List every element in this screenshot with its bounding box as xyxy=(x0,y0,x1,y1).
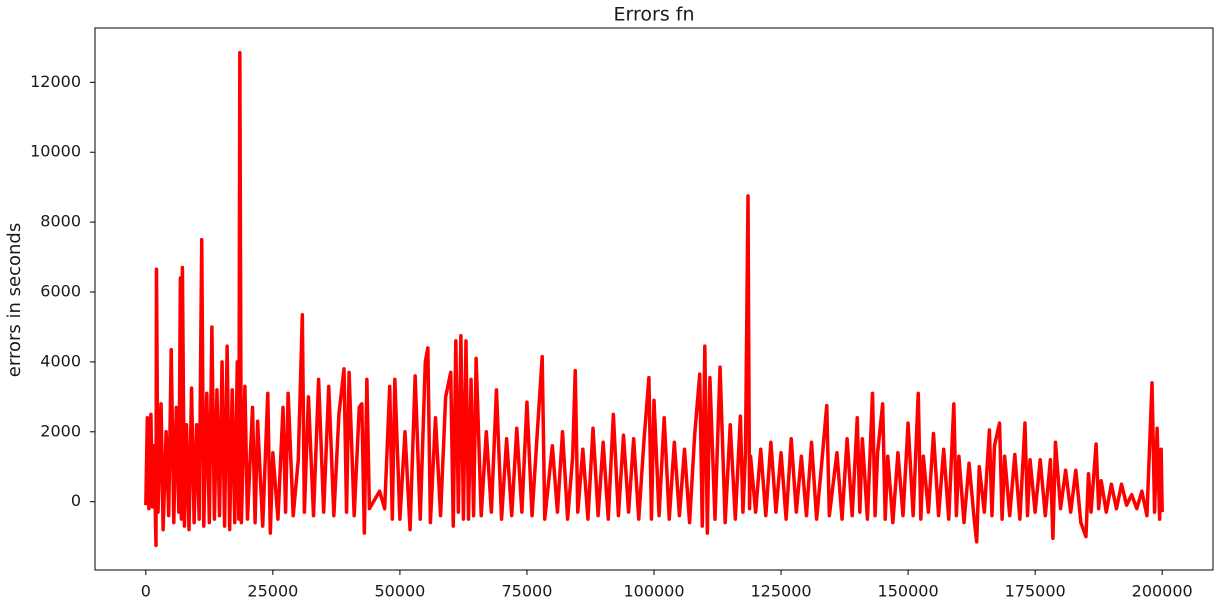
y-axis-label: errors in seconds xyxy=(4,223,25,377)
y-tick-label: 2000 xyxy=(40,421,81,440)
x-tick-label: 0 xyxy=(141,582,151,601)
x-tick-label: 150000 xyxy=(878,582,939,601)
plot-frame xyxy=(94,27,1214,571)
x-tick-label: 200000 xyxy=(1132,582,1193,601)
y-tick-label: 0 xyxy=(71,491,81,510)
y-tick-label: 8000 xyxy=(40,212,81,231)
x-tick-label: 175000 xyxy=(1005,582,1066,601)
x-tick-label: 25000 xyxy=(247,582,298,601)
chart-title: Errors fn xyxy=(614,4,695,26)
x-tick-label: 50000 xyxy=(374,582,425,601)
data-line xyxy=(144,50,1164,548)
x-tick-label: 125000 xyxy=(751,582,812,601)
x-tick-label: 100000 xyxy=(623,582,684,601)
y-tick-label: 10000 xyxy=(30,142,81,161)
y-tick-label: 4000 xyxy=(40,351,81,370)
x-tick-label: 75000 xyxy=(502,582,553,601)
y-tick-label: 6000 xyxy=(40,282,81,301)
y-tick-label: 12000 xyxy=(30,72,81,91)
